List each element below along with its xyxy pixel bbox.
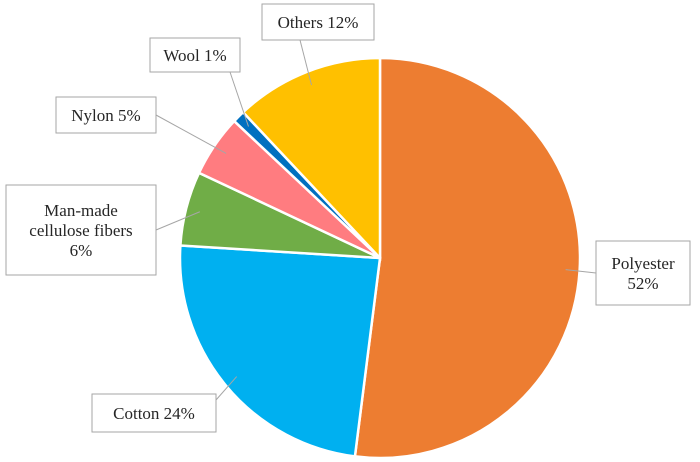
- data-label-cellulose-line-0: Man-made: [44, 201, 118, 220]
- callout-cotton: Cotton 24%: [91, 393, 217, 433]
- pie-slice-others: [241, 56, 382, 262]
- leader-line-nylon: [155, 114, 227, 154]
- callout-others: Others 12%: [261, 3, 375, 41]
- data-label-polyester-line-1: 52%: [627, 274, 658, 293]
- data-label-cotton-line-0: Cotton 24%: [113, 404, 195, 423]
- callout-wool: Wool 1%: [149, 37, 241, 73]
- leader-line-cellulose: [155, 211, 201, 231]
- leader-line-others: [299, 39, 313, 86]
- callout-box-nylon: [55, 96, 157, 134]
- data-label-wool-line-0: Wool 1%: [163, 46, 226, 65]
- leader-line-polyester: [565, 269, 597, 274]
- callout-box-others: [261, 3, 375, 41]
- data-label-nylon-line-0: Nylon 5%: [71, 106, 140, 125]
- leader-line-cotton: [215, 376, 238, 401]
- callout-box-polyester: [595, 240, 691, 306]
- data-label-cellulose-line-2: 6%: [70, 241, 93, 260]
- callout-box-cellulose: [5, 184, 157, 276]
- callout-box-wool: [149, 37, 241, 73]
- data-label-polyester-line-0: Polyester: [611, 254, 675, 273]
- data-label-others-line-0: Others 12%: [278, 13, 359, 32]
- pie-slice-cotton: [178, 244, 382, 458]
- callout-box-cotton: [91, 393, 217, 433]
- pie-slice-polyester: [353, 56, 582, 460]
- callout-nylon: Nylon 5%: [55, 96, 157, 134]
- callout-leaders: [155, 39, 597, 401]
- leader-line-wool: [229, 71, 249, 127]
- pie-slices: [178, 56, 582, 460]
- data-label-cellulose-line-1: cellulose fibers: [29, 221, 132, 240]
